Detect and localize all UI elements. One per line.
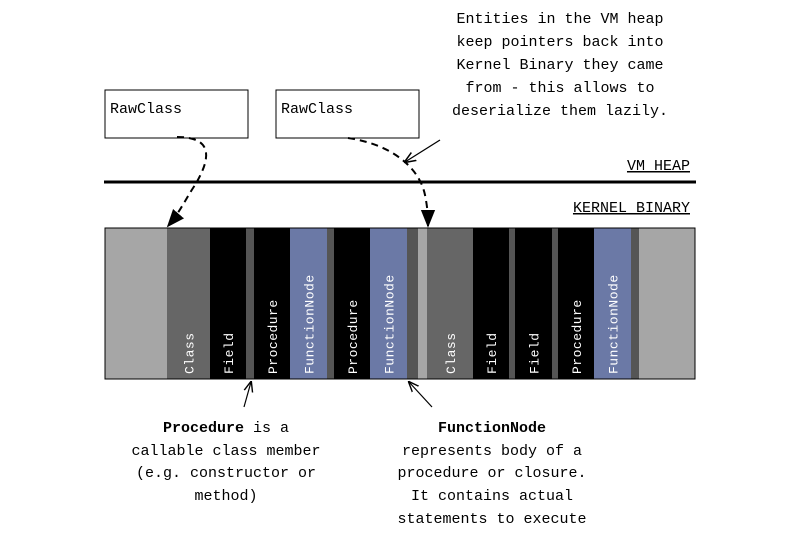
segment-label: FunctionNode — [303, 274, 318, 374]
note-text: is a — [244, 420, 289, 437]
segment-label: Procedure — [570, 299, 585, 374]
note-line: Procedure is a — [163, 420, 289, 437]
segment — [290, 228, 327, 379]
note-line: statements to execute — [397, 511, 586, 528]
segment — [210, 228, 246, 379]
note-line: from - this allows to — [465, 80, 654, 97]
note-line: keep pointers back into — [456, 34, 663, 51]
note-arrow — [243, 382, 251, 408]
raw-class-label: RawClass — [110, 101, 182, 118]
procedure-note: Procedure is a callable class member (e.… — [131, 420, 320, 505]
segment — [334, 228, 370, 379]
segment — [631, 228, 639, 379]
segment-label: Procedure — [346, 299, 361, 374]
note-arrow — [409, 382, 433, 408]
segment-label: Field — [222, 332, 237, 374]
segment — [427, 228, 473, 379]
segment — [594, 228, 631, 379]
term: Procedure — [163, 420, 244, 437]
segment-label: FunctionNode — [607, 274, 622, 374]
segment — [407, 228, 418, 379]
segment — [105, 228, 167, 379]
pointer-arrow — [347, 137, 436, 228]
segment-label: Field — [485, 332, 500, 374]
segment — [418, 228, 427, 379]
vm-heap-label: VM HEAP — [627, 158, 690, 175]
note-arrow — [405, 139, 441, 162]
segment-label: FunctionNode — [383, 274, 398, 374]
segment-label: Procedure — [266, 299, 281, 374]
segment — [370, 228, 407, 379]
note-line: Entities in the VM heap — [456, 11, 663, 28]
segment — [558, 228, 594, 379]
segment — [639, 228, 695, 379]
segment-label: Class — [444, 332, 459, 374]
note-line: (e.g. constructor or — [136, 465, 316, 482]
term: FunctionNode — [438, 420, 546, 437]
strip-border — [104, 227, 696, 380]
note-line: method) — [194, 488, 257, 505]
note-line: It contains actual — [411, 488, 573, 505]
segment — [167, 228, 210, 379]
segment-label: Class — [183, 332, 198, 374]
segment — [327, 228, 334, 379]
note-line: represents body of a — [402, 443, 582, 460]
note-line: Kernel Binary they came — [456, 57, 663, 74]
segment — [552, 228, 558, 379]
segment — [509, 228, 515, 379]
kernel-binary-strip: Class Field Procedure FunctionNode Procedure… — [105, 228, 695, 379]
raw-class-box — [104, 89, 249, 139]
raw-class-label: RawClass — [281, 101, 353, 118]
raw-class-box — [275, 89, 420, 139]
segment — [515, 228, 552, 379]
note-line: procedure or closure. — [397, 465, 586, 482]
segment — [254, 228, 290, 379]
heap-note: Entities in the VM heap keep pointers ba… — [452, 11, 668, 120]
function-node-note: FunctionNode represents body of a proced… — [397, 420, 586, 528]
kernel-binary-label: KERNEL BINARY — [573, 200, 690, 217]
note-line: deserialize them lazily. — [452, 103, 668, 120]
segment — [246, 228, 254, 379]
segment — [473, 228, 509, 379]
note-line: callable class member — [131, 443, 320, 460]
segment-label: Field — [528, 332, 543, 374]
